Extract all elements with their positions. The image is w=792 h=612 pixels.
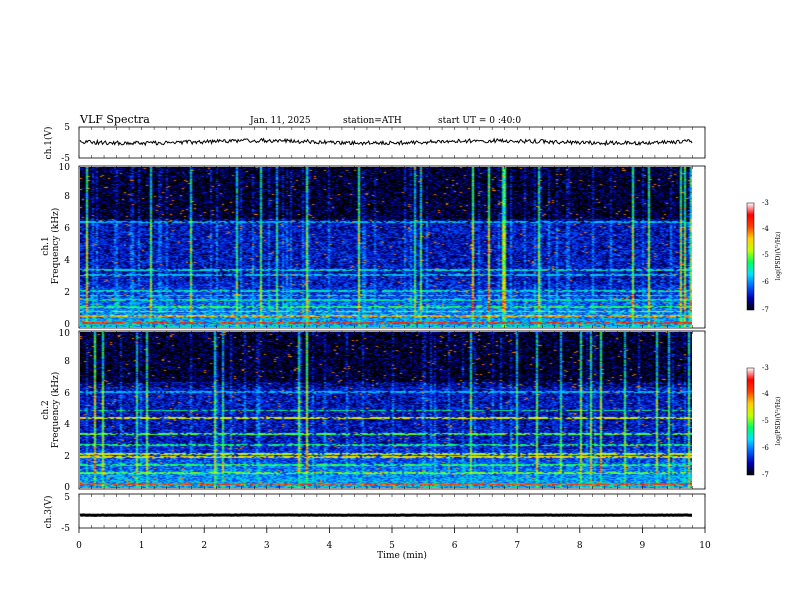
ch1-ytick: 10 [59, 163, 71, 173]
ch1-ytick-min: -5 [61, 154, 70, 164]
ch1-ytick: 0 [64, 320, 70, 330]
ch3-ytick-max: 5 [64, 493, 70, 503]
date-label: Jan. 11, 2025 [249, 116, 311, 126]
x-tick-label: 2 [201, 541, 207, 551]
figure-title: VLF Spectra [79, 113, 150, 126]
ch1-spectrogram-yticks: 0 2 4 6 8 10 [59, 163, 71, 330]
ch1-ytick: 2 [64, 288, 70, 298]
ch1-spectrogram-panel: 0 2 4 6 8 10 ch.1 Frequency (kHz) -3 -4 … [41, 163, 782, 330]
ch3-waveform-trace [79, 513, 692, 517]
ch2-ytick: 4 [64, 420, 70, 430]
ch1-waveform-panel: 5 -5 ch.1(V) [43, 123, 706, 164]
x-tick-label: 3 [264, 541, 270, 551]
ch2-spectrogram-yticks: 0 2 4 6 8 10 [59, 329, 71, 493]
x-tick-label: 7 [514, 541, 520, 551]
ch2-colorbar-tick: -4 [762, 390, 769, 398]
station-label: station=ATH [343, 116, 402, 126]
ch2-ytick: 6 [64, 389, 70, 399]
x-tick-label: 0 [76, 541, 82, 551]
ch2-spectrogram-ylabel-channel: ch.2 [41, 400, 51, 419]
frame-tick-marks [78, 127, 706, 528]
ch1-colorbar-tick: -3 [762, 199, 769, 207]
x-axis: 0 1 2 3 4 5 6 7 8 9 10 [76, 528, 711, 551]
x-tick-label: 6 [452, 541, 458, 551]
ch1-spectrogram-ylabel: Frequency (kHz) [50, 208, 61, 285]
ch2-spectrogram-ylabel: Frequency (kHz) [50, 372, 61, 449]
ch1-spectrogram-image [80, 167, 692, 327]
ch2-ytick: 0 [64, 483, 70, 493]
ch2-colorbar-tick: -5 [762, 417, 769, 425]
ch1-ytick: 4 [64, 256, 70, 266]
ch3-waveform-ylabel: ch.3(V) [43, 496, 54, 529]
ch2-spectrogram-image [80, 332, 692, 488]
x-axis-label: Time (min) [377, 550, 427, 561]
ch1-ytick-max: 5 [64, 123, 70, 133]
ch1-colorbar-label: log(PSD)(V²/Hz) [775, 232, 782, 281]
ch2-colorbar-label: log(PSD)(V²/Hz) [775, 397, 782, 446]
x-tick-label: 8 [577, 541, 583, 551]
ch2-colorbar [746, 367, 755, 476]
x-tick-label: 1 [139, 541, 145, 551]
ch1-colorbar-tick: -7 [762, 306, 769, 314]
ch1-spectrogram-ylabel-channel: ch.1 [41, 236, 51, 255]
ch1-colorbar [746, 202, 755, 311]
ch1-waveform-trace [79, 137, 693, 147]
ch1-waveform-ylabel: ch.1(V) [43, 127, 54, 160]
ch2-spectrogram-panel: 0 2 4 6 8 10 ch.2 Frequency (kHz) -3 -4 … [41, 329, 782, 493]
ch1-ytick: 8 [64, 192, 70, 202]
ch3-waveform-panel: 5 -5 ch.3(V) [43, 493, 706, 534]
start-ut-label: start UT = 0 :40:0 [438, 116, 521, 126]
ch3-ytick-min: -5 [61, 524, 70, 534]
ch3-waveform-frame [78, 493, 706, 529]
x-tick-label: 9 [640, 541, 646, 551]
ch2-colorbar-tick: -7 [762, 471, 769, 479]
ch2-ytick: 2 [64, 452, 70, 462]
ch1-ytick: 6 [64, 224, 70, 234]
ch2-ytick: 8 [64, 357, 70, 367]
x-tick-label: 5 [389, 541, 395, 551]
ch1-colorbar-tick: -4 [762, 225, 769, 233]
ch1-colorbar-tick: -5 [762, 251, 769, 259]
ch2-colorbar-tick: -6 [762, 444, 769, 452]
ch1-colorbar-tick: -6 [762, 278, 769, 286]
ch2-colorbar-tick: -3 [762, 364, 769, 372]
ch2-ytick: 10 [59, 329, 71, 339]
x-tick-label: 4 [327, 541, 333, 551]
x-tick-label: 10 [699, 541, 711, 551]
